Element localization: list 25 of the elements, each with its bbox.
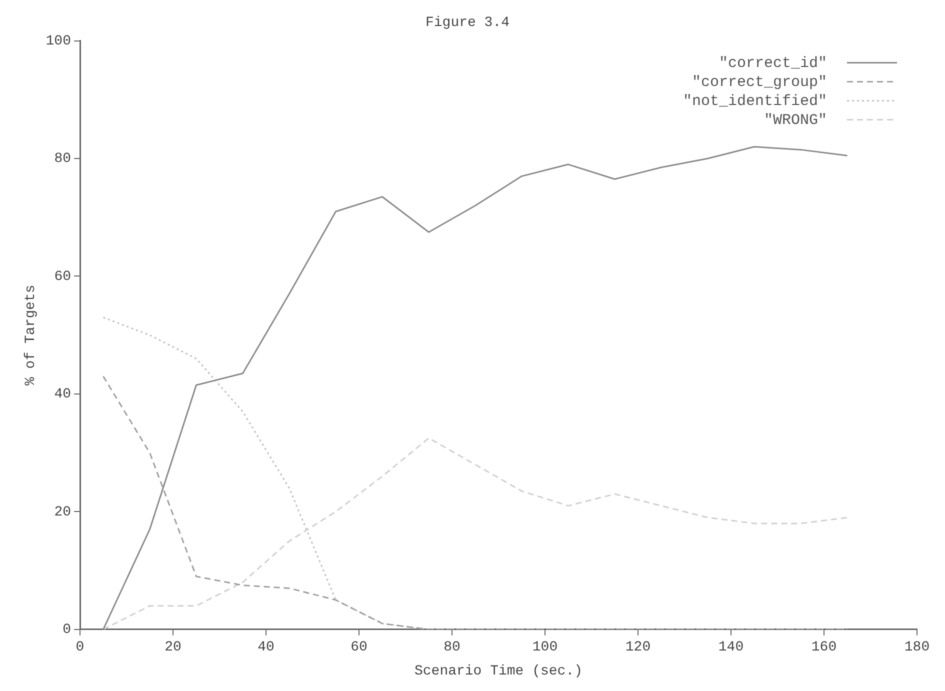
line-series [102, 437, 848, 630]
y-tick-label: 20 [54, 504, 72, 520]
y-tick-label: 40 [54, 386, 72, 403]
x-tick-label: 140 [718, 640, 744, 656]
y-axis-title: % of Targets [23, 284, 40, 386]
legend-label: "correct_group" [692, 74, 827, 91]
legend-label: "WRONG" [764, 112, 827, 129]
y-tick-label: 80 [54, 151, 72, 168]
x-tick-label: 20 [164, 640, 182, 656]
x-axis-title: Scenario Time (sec.) [414, 663, 583, 680]
x-tick-label: 100 [532, 640, 558, 656]
x-tick-label: 60 [350, 640, 368, 656]
line-series [102, 376, 848, 630]
legend-label: "correct_id" [718, 54, 827, 72]
y-tick-label: 0 [62, 622, 72, 638]
x-tick-label: 180 [904, 640, 930, 656]
y-tick-label: 100 [46, 34, 72, 50]
x-tick-label: 160 [811, 640, 837, 656]
x-tick-label: 0 [76, 640, 84, 656]
chart-title: Figure 3.4 [425, 15, 510, 32]
legend-label: "not_identified" [682, 92, 827, 110]
x-tick-label: 80 [444, 640, 460, 656]
x-tick-label: 40 [258, 640, 274, 656]
x-tick-label: 120 [625, 640, 651, 656]
y-tick-label: 60 [54, 268, 72, 285]
